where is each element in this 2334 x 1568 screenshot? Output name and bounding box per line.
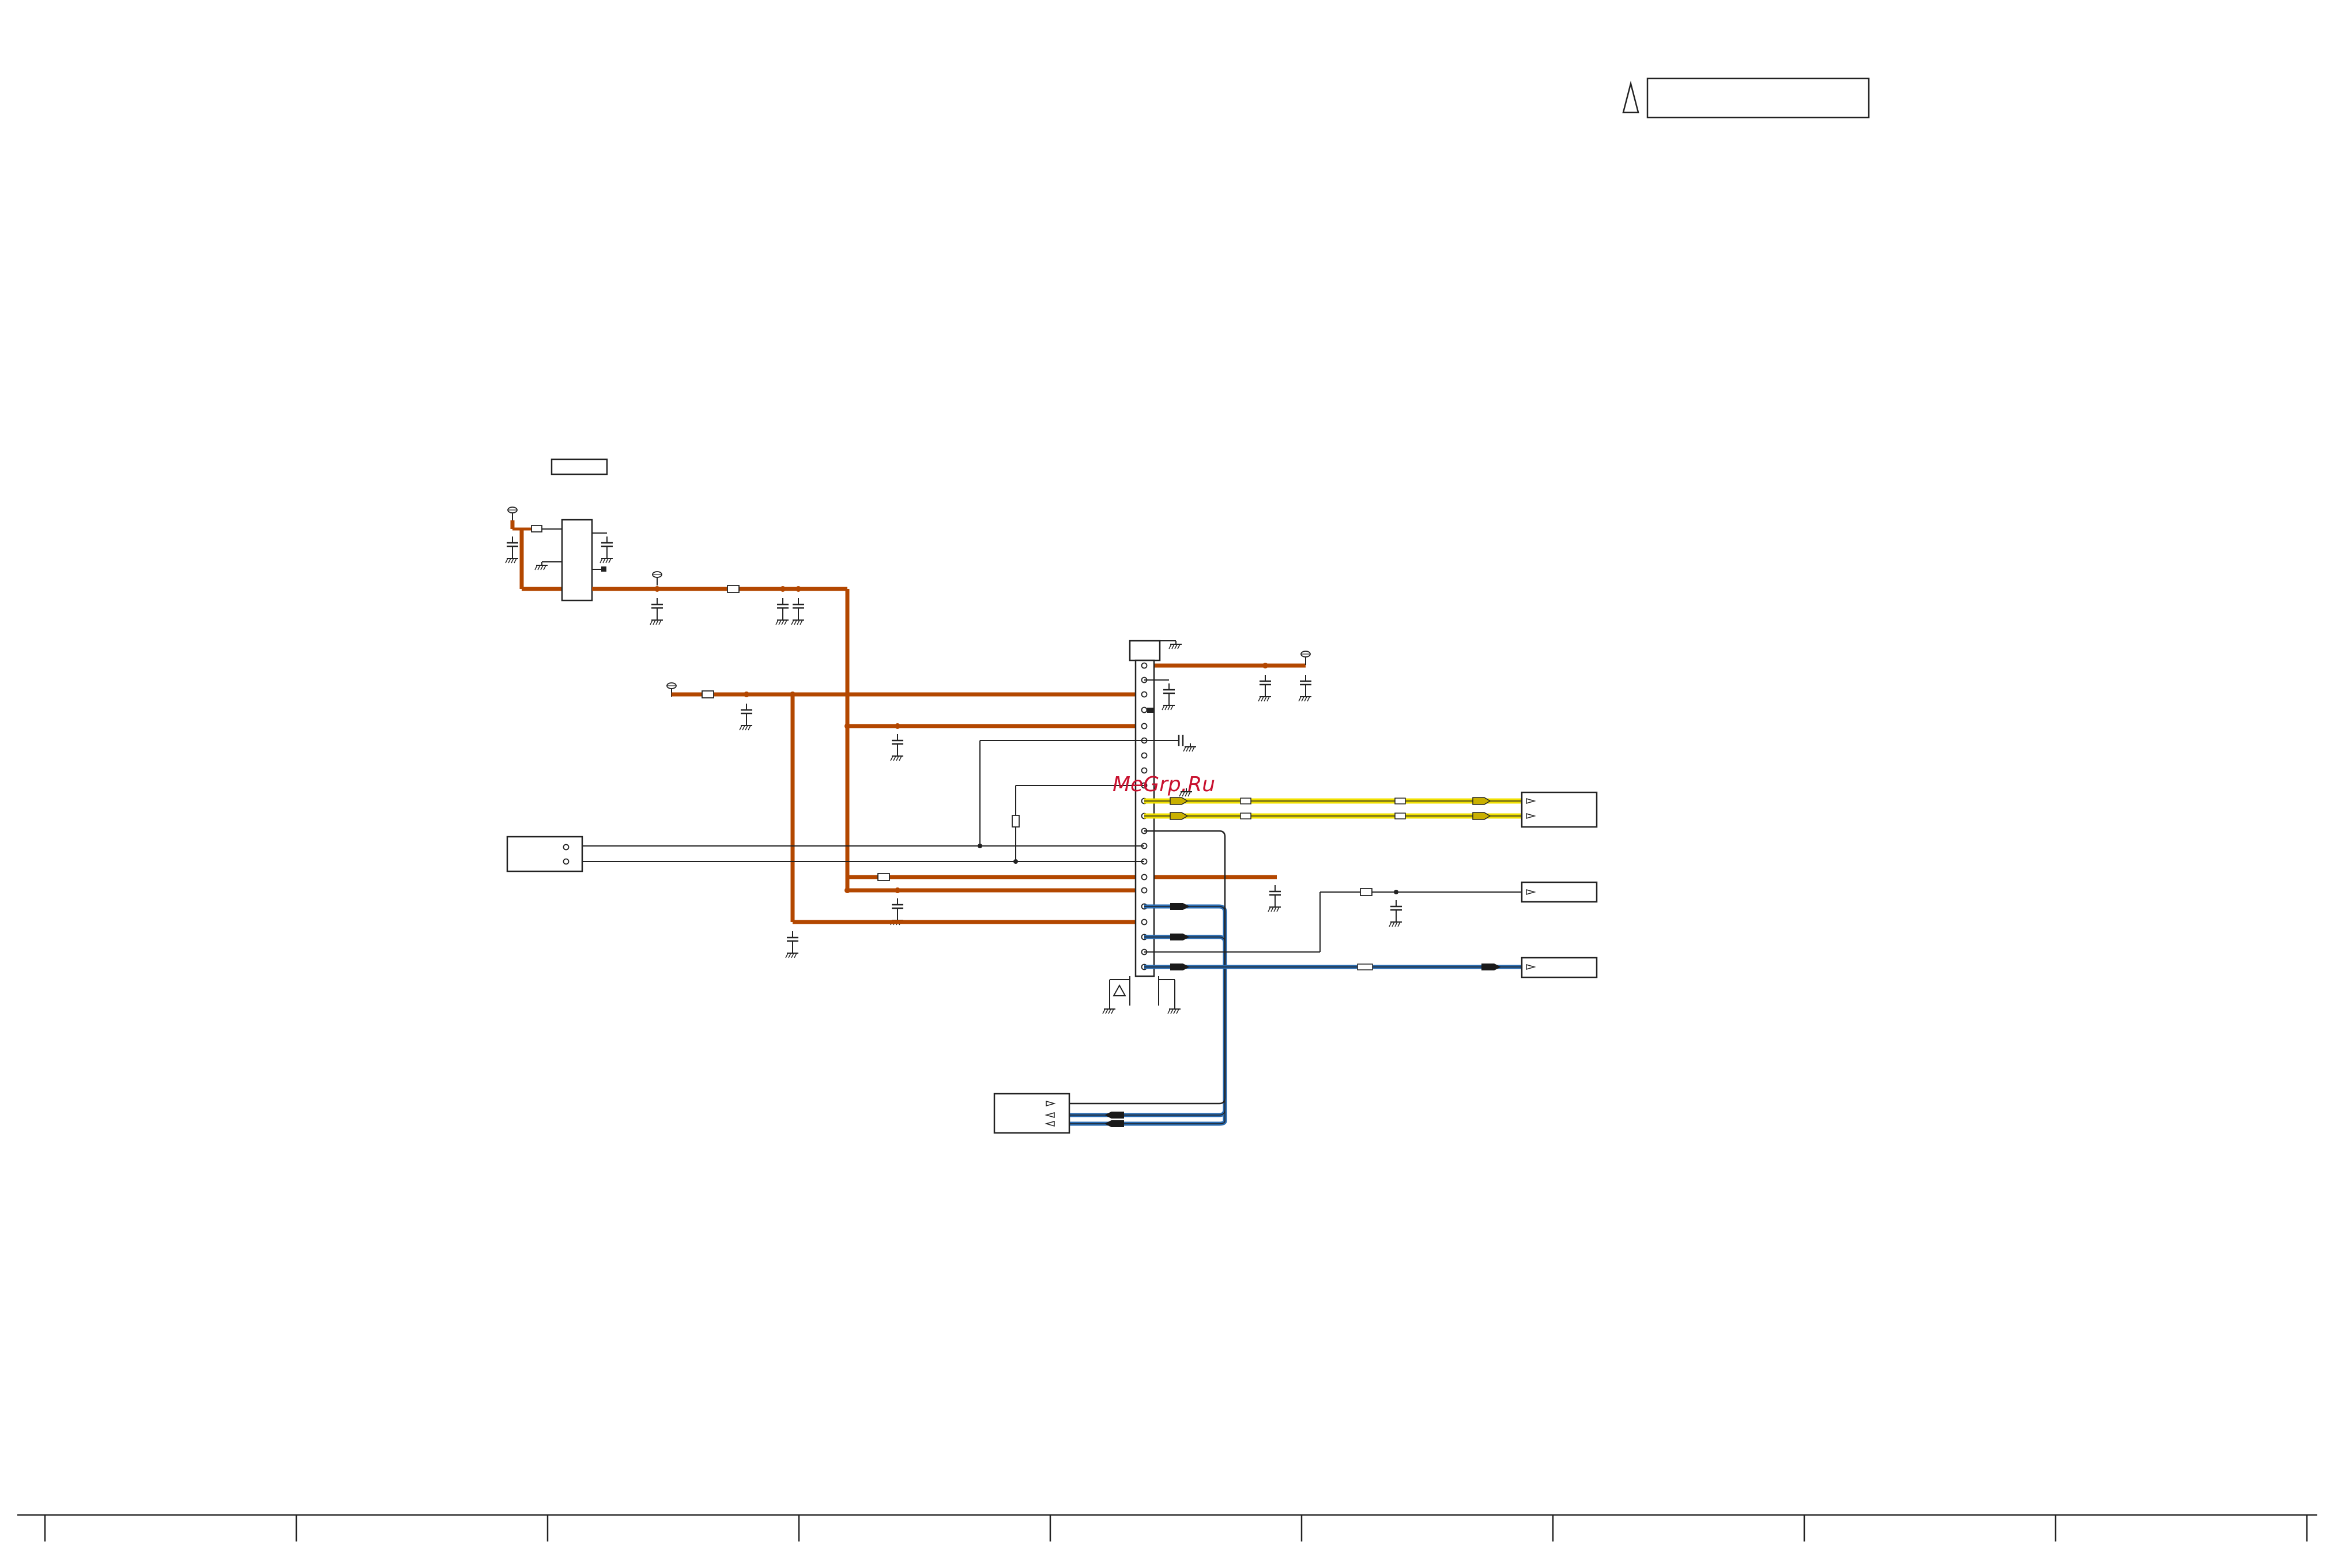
resistor — [1360, 888, 1373, 896]
capacitor — [1389, 899, 1403, 920]
warning-triangle-icon — [1622, 81, 1639, 114]
capacitor — [891, 733, 904, 754]
ground-symbol-icon — [1168, 640, 1182, 649]
connector-pin — [1141, 691, 1148, 698]
capacitor — [776, 597, 790, 618]
signal-arrow-icon — [1104, 1120, 1124, 1127]
ground-symbol-icon — [785, 949, 799, 958]
capacitor — [1268, 884, 1282, 905]
resistor — [1012, 815, 1020, 828]
left-connector-box — [506, 836, 583, 872]
ground-symbol-icon — [1258, 693, 1272, 702]
bottom-connector-box — [993, 1093, 1070, 1134]
title-box — [1646, 77, 1870, 119]
capacitor — [786, 930, 800, 951]
ground-symbol-icon — [1167, 1005, 1181, 1014]
ground-symbol-icon — [1102, 1005, 1116, 1014]
signal-arrow-icon — [1104, 1112, 1124, 1119]
bottom-border — [17, 1514, 2317, 1541]
main-connector — [1102, 640, 1197, 1014]
output-connector-box — [1521, 957, 1598, 978]
capacitor — [506, 535, 519, 556]
capacitor — [740, 702, 753, 723]
output-connector-box — [1521, 791, 1598, 828]
resistor — [727, 585, 740, 593]
connector-pin — [563, 844, 570, 851]
warning-triangle-icon — [1113, 984, 1126, 996]
connector-pin — [1141, 887, 1148, 894]
label-box — [550, 458, 608, 475]
supply-terminal-icon — [507, 507, 518, 522]
capacitor — [600, 535, 614, 556]
ground-symbol-icon — [650, 616, 663, 625]
signal-arrow-icon — [1472, 797, 1491, 805]
resistor — [702, 690, 714, 698]
ground-symbol-icon — [1268, 903, 1281, 912]
connector-pin — [1141, 874, 1148, 881]
capacitor — [1299, 674, 1313, 694]
supply-terminal-icon — [652, 571, 662, 586]
left-signal-lines — [506, 740, 1144, 872]
capacitor — [791, 597, 805, 618]
ground-symbol-icon — [1298, 693, 1312, 702]
ground-symbol-icon — [791, 616, 805, 625]
capacitor — [891, 897, 904, 918]
signal-arrow-icon — [1481, 964, 1501, 970]
connector-pin — [1141, 662, 1148, 669]
capacitor — [650, 597, 664, 618]
resistor — [877, 873, 890, 881]
signal-arrow-icon — [1170, 903, 1190, 910]
connector-pin — [563, 858, 570, 865]
ground-symbol-icon — [739, 721, 753, 731]
ground-symbol-icon — [1389, 918, 1402, 927]
highlighted-signal-lines — [1144, 791, 1598, 828]
ground-symbol-icon — [534, 561, 548, 570]
regulator-section — [505, 507, 847, 625]
signal-arrow-icon — [1170, 964, 1190, 970]
resistor — [531, 525, 542, 532]
signal-arrow-icon — [1170, 934, 1190, 940]
watermark-text: MeGrp.Ru — [1113, 773, 1215, 796]
ground-symbol-icon — [890, 752, 904, 761]
signal-arrow-icon — [1170, 797, 1189, 805]
ground-symbol-icon — [505, 554, 519, 564]
regulator-ic — [561, 519, 593, 602]
ground-symbol-icon — [775, 616, 789, 625]
capacitor — [1162, 682, 1176, 703]
signal-arrow-icon — [1170, 812, 1189, 820]
supply-terminal-icon — [1300, 651, 1311, 666]
capacitor — [1258, 674, 1272, 694]
connector-pin — [1141, 752, 1148, 759]
ground-symbol-icon — [599, 554, 613, 564]
connector-pin — [1141, 723, 1148, 730]
ground-symbol-icon — [1183, 743, 1197, 752]
ground-symbol-icon — [1162, 701, 1175, 711]
connector-pin — [1141, 706, 1148, 713]
signal-arrow-icon — [1472, 812, 1491, 820]
power-rails — [666, 589, 1313, 958]
data-lines — [993, 830, 1598, 1134]
connector-pin — [1141, 919, 1148, 925]
